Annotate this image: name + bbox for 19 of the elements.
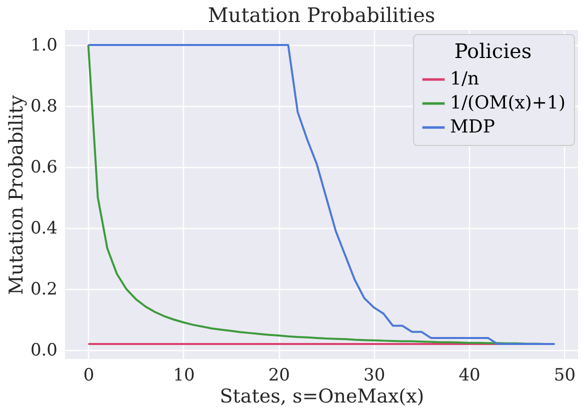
- x-tick-label: 0: [83, 366, 94, 386]
- x-tick-label: 40: [458, 366, 480, 386]
- x-axis-title: States, s=OneMax(x): [220, 386, 424, 408]
- x-tick-label: 50: [554, 366, 576, 386]
- y-tick-label: 0.0: [30, 340, 58, 361]
- y-tick-label: 1.0: [30, 35, 58, 56]
- y-tick-label: 0.2: [30, 280, 58, 300]
- chart-title: Mutation Probabilities: [208, 3, 436, 27]
- legend-label: 1/n: [450, 68, 480, 90]
- y-tick-label: 0.6: [30, 158, 58, 178]
- x-tick-label: 10: [173, 366, 195, 386]
- y-tick-label: 0.8: [30, 96, 58, 116]
- y-axis-title: Mutation Probability: [5, 94, 28, 295]
- x-tick-label: 30: [364, 366, 386, 386]
- legend-title: Policies: [454, 39, 532, 63]
- y-tick-label: 0.4: [30, 218, 58, 239]
- legend-label: 1/(OM(x)+1): [450, 92, 566, 114]
- legend-label: MDP: [450, 116, 495, 138]
- x-tick-label: 20: [268, 366, 290, 386]
